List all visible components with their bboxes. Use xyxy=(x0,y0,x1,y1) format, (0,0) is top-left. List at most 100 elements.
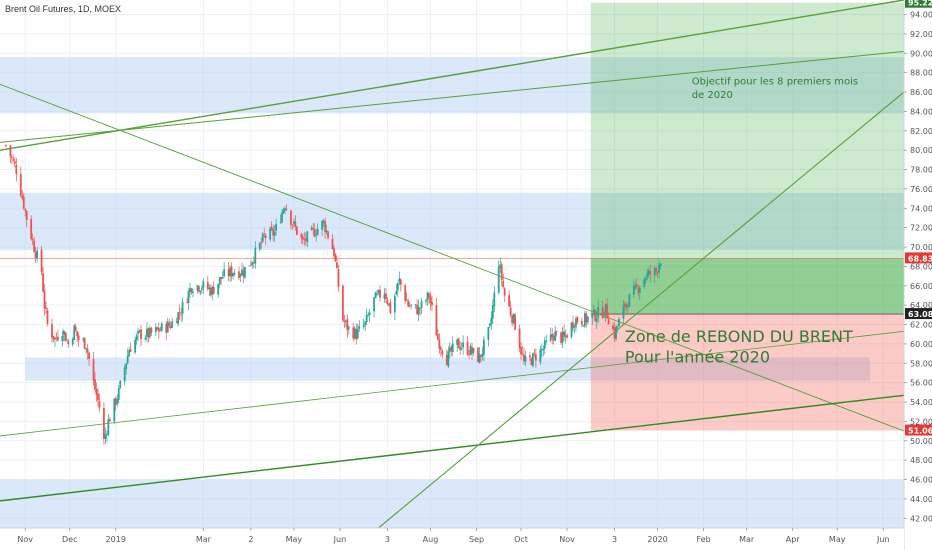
price-tick-label: 56.00 xyxy=(910,379,932,388)
time-tick-label: May xyxy=(286,535,303,544)
long-position-tool[interactable] xyxy=(0,2,904,431)
candle-body xyxy=(285,209,288,211)
candle-body xyxy=(376,293,378,295)
candle-body xyxy=(275,223,277,231)
chart-annotations[interactable]: Objectif pour les 8 premiers mois de 2020… xyxy=(625,76,858,366)
trend-lines[interactable] xyxy=(0,0,905,534)
candle-body xyxy=(42,272,44,292)
candle-body xyxy=(279,222,282,223)
candle-body xyxy=(105,433,108,435)
candle-body xyxy=(291,224,294,226)
candle-body xyxy=(272,228,275,236)
price-tick-label: 80.00 xyxy=(910,146,932,155)
candle-body xyxy=(186,302,188,304)
candle-body xyxy=(615,326,617,340)
time-axis[interactable]: Nov Dec 2019 Mar 2 May Jun 3 Aug Sep Oct Nov 3 2020 Fe… xyxy=(0,527,904,550)
candle-body xyxy=(396,282,399,291)
price-axis[interactable]: 42.00 44.00 46.00 48.00 50.00 52.00 54.00 56.00… xyxy=(903,0,932,550)
candle-body xyxy=(94,379,96,390)
candle-body xyxy=(208,287,211,290)
candle-body xyxy=(405,299,408,301)
candle-body xyxy=(199,291,202,292)
candle-body xyxy=(284,208,286,211)
candle-body xyxy=(456,339,459,345)
candle-body xyxy=(554,331,557,341)
price-band xyxy=(0,192,904,250)
candle-body xyxy=(352,327,355,339)
candle-body xyxy=(190,288,193,293)
candle-body xyxy=(362,325,365,328)
candle-body xyxy=(414,304,417,305)
candle-body xyxy=(625,304,628,308)
price-tick-label: 68.00 xyxy=(910,262,932,271)
candle-body xyxy=(209,287,212,296)
candle-body xyxy=(478,354,481,363)
candle-body xyxy=(221,277,224,279)
candle-body xyxy=(229,267,231,277)
candle-body xyxy=(119,380,122,388)
candle-body xyxy=(649,270,652,275)
candle-body xyxy=(511,315,514,323)
candle-body xyxy=(622,304,625,319)
candle-body xyxy=(563,331,565,337)
candle-body xyxy=(646,273,649,279)
candle-body xyxy=(198,286,200,292)
price-tick-label: 72.00 xyxy=(910,224,932,233)
candle-body xyxy=(333,247,335,256)
candle-body xyxy=(374,292,377,299)
candle-body xyxy=(425,300,427,302)
time-tick-label: Aug xyxy=(423,535,439,544)
candle-body xyxy=(313,229,316,237)
candle-body xyxy=(460,348,463,349)
candle-body xyxy=(200,288,203,291)
candle-body xyxy=(9,145,12,157)
candle-body xyxy=(180,314,182,316)
candle-body xyxy=(30,218,33,239)
time-axis-bg xyxy=(0,528,904,550)
candle-body xyxy=(560,332,563,343)
candle-body xyxy=(15,165,18,174)
candle-body xyxy=(407,300,410,307)
candle-body xyxy=(503,288,506,296)
candle-body xyxy=(25,210,28,220)
candle-body xyxy=(196,285,199,291)
price-band xyxy=(25,357,870,381)
candle-body xyxy=(395,290,398,295)
candle-body xyxy=(542,348,545,351)
candle-body xyxy=(252,261,255,264)
candle-body xyxy=(248,265,251,267)
candle-body xyxy=(177,312,180,325)
candle-body xyxy=(487,327,490,340)
candle-body xyxy=(459,347,462,350)
candle-body xyxy=(73,325,76,340)
candle-body xyxy=(62,330,65,335)
trend-line xyxy=(372,91,905,534)
candle-body xyxy=(659,263,662,266)
candle-body xyxy=(325,230,328,233)
candle-body xyxy=(410,304,413,306)
candle-body xyxy=(438,339,441,350)
price-tick-label: 90.00 xyxy=(910,49,932,58)
candle-body xyxy=(113,398,116,422)
candle-body xyxy=(419,308,421,309)
candle-body xyxy=(549,334,552,341)
candle-body xyxy=(644,278,647,281)
candle-body xyxy=(52,335,55,340)
time-tick-label: Mar xyxy=(739,535,755,544)
candle-body xyxy=(543,340,546,349)
candle-body xyxy=(175,321,178,324)
price-tick-label: 46.00 xyxy=(910,476,932,485)
candle-body xyxy=(508,295,511,307)
time-tick-label: 2 xyxy=(248,535,253,544)
candle-body xyxy=(647,270,650,275)
price-tag-label: 51.06 xyxy=(908,427,932,436)
price-band xyxy=(0,479,904,528)
candle-body xyxy=(613,327,616,339)
candle-body xyxy=(67,341,70,345)
candle-body xyxy=(34,252,37,259)
candle-body xyxy=(618,318,620,327)
candle-body xyxy=(218,277,221,285)
price-tick-label: 92.00 xyxy=(910,30,932,39)
candle-body xyxy=(435,305,438,336)
